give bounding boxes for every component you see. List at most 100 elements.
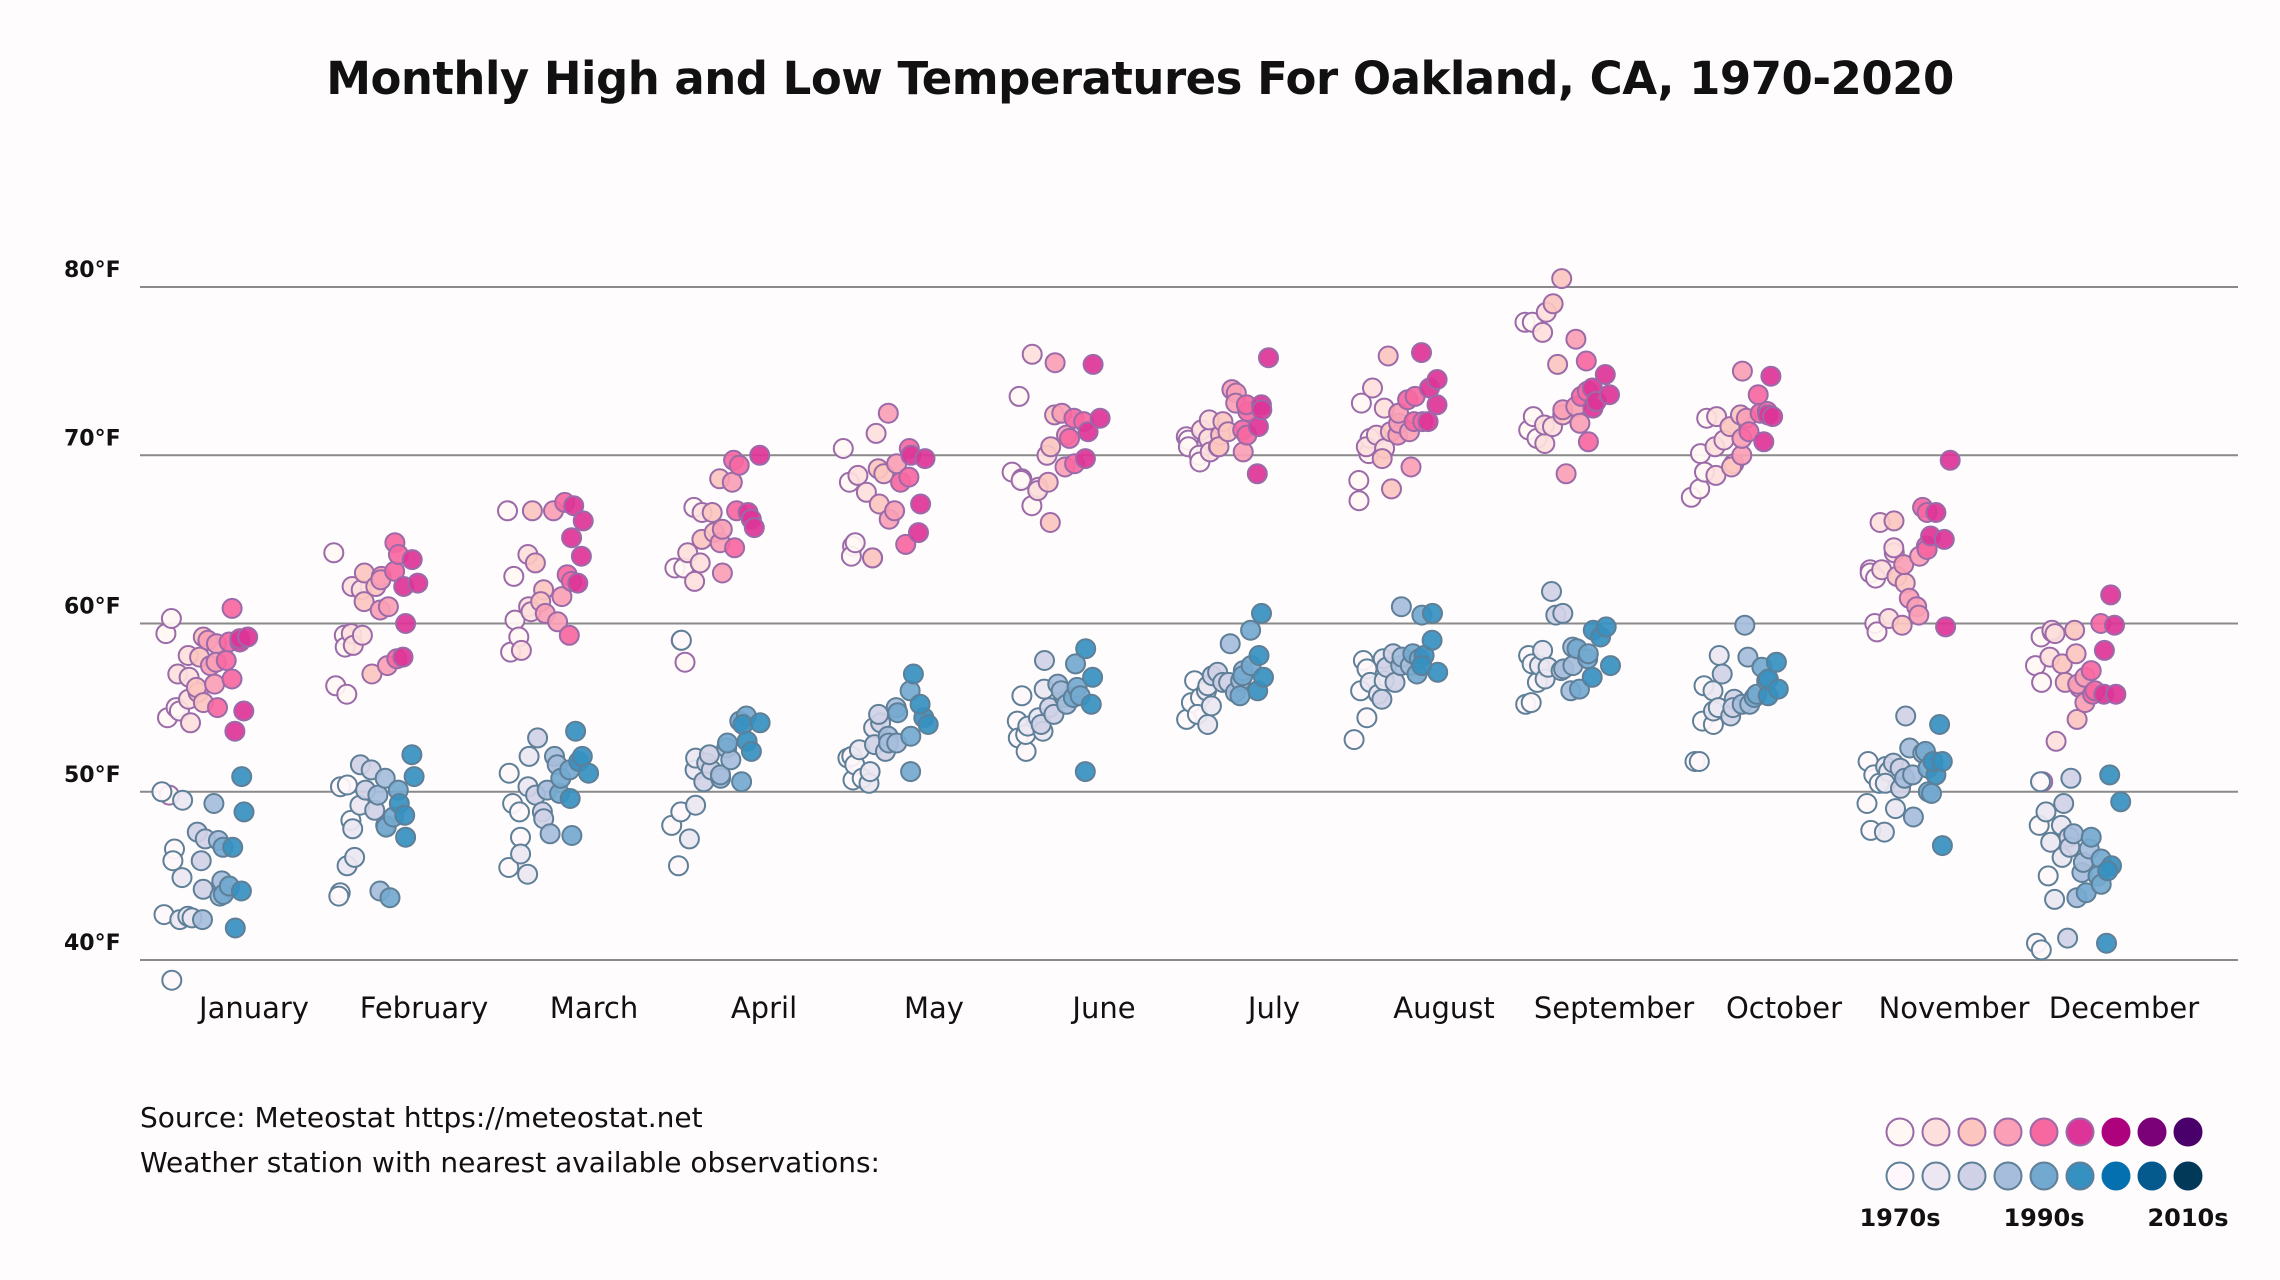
data-point [1253,666,1274,688]
data-point [717,732,738,754]
data-point [2053,793,2075,814]
data-point [1933,528,1955,550]
data-point [1921,782,1942,804]
data-point [1356,707,1378,729]
legend-swatch [2065,1161,2095,1191]
data-point [1577,643,1599,665]
data-point [1039,512,1061,533]
data-point [207,697,228,719]
data-point [1873,821,1895,843]
data-point [1547,353,1569,375]
data-point [2031,671,2053,693]
data-point [902,663,924,685]
data-point [1883,537,1905,559]
data-point [711,518,733,540]
data-point [1074,761,1096,783]
data-point [203,793,225,814]
data-point [190,850,212,872]
chart-title: Monthly High and Low Temperatures For Oa… [326,52,1954,105]
data-point [567,572,589,594]
data-point [1734,614,1756,636]
data-point [497,500,518,522]
legend-swatch [2101,1161,2131,1191]
data-point [2096,932,2117,954]
data-point [1362,377,1383,399]
x-tick-label: June [1070,991,1135,1025]
data-point [1902,806,1924,828]
source-note: Source: Meteostat https://meteostat.net [140,1101,703,1134]
data-point [1753,431,1775,453]
data-point [172,789,194,811]
data-point [1760,365,1782,387]
data-point [2064,619,2086,641]
x-tick-label: May [904,991,964,1025]
data-point [844,532,866,554]
data-point [510,843,532,865]
x-tick-label: December [2049,991,2199,1025]
data-point [2066,708,2088,730]
data-point [401,744,423,766]
data-point [1240,619,1262,641]
data-point [1082,353,1104,375]
data-point [1377,345,1399,367]
data-point [1021,343,1043,365]
data-point [1426,369,1448,390]
data-point [1866,621,1888,643]
data-point [1077,421,1099,443]
data-point [847,464,869,486]
data-point [1939,449,1961,471]
data-point [2035,801,2057,823]
data-point [1422,602,1443,624]
y-axis-ticks: 80°F 70°F 60°F 50°F 40°F [64,258,121,956]
data-point [900,725,922,747]
data-point [1075,638,1097,660]
data-point [572,510,594,532]
data-point [1208,436,1230,458]
data-point [1929,714,1951,735]
data-point [510,639,532,661]
data-point [1343,729,1365,751]
legend-swatch [2065,1117,2095,1147]
x-tick-label: January [197,991,309,1025]
data-point [900,761,922,783]
data-point [1891,614,1913,636]
legend-label: 1970s [1859,1204,1940,1232]
data-point [1737,646,1759,668]
data-point [1931,835,1953,857]
data-point [1074,448,1096,470]
data-point [2060,767,2082,789]
data-point [884,500,906,522]
data-point [2044,623,2066,645]
data-point [559,788,581,809]
data-point [1371,688,1393,710]
y-tick-label: 50°F [64,763,121,788]
data-point [1765,651,1787,673]
legend-swatch [1885,1161,1915,1191]
data-point [1532,321,1554,343]
data-point [1348,490,1370,512]
data-point [161,969,183,991]
data-point [724,537,746,559]
data-point [180,712,201,734]
data-point [224,720,246,742]
data-point [2105,683,2127,705]
data-point [1767,678,1789,700]
data-point [1931,751,1953,772]
legend-swatch [1993,1161,2023,1191]
data-point [1520,692,1542,714]
data-point [401,549,423,571]
data-point [1555,463,1577,485]
legend-label: 2010s [2147,1204,2228,1232]
data-point [394,804,416,826]
data-point [565,720,587,742]
data-point [336,774,358,796]
data-point [1577,431,1599,453]
data-point [749,712,771,734]
data-point [1411,342,1432,364]
series-low [151,581,2132,991]
data-point [222,836,244,858]
data-point [740,740,762,762]
data-point [2080,826,2102,848]
data-point [668,855,689,877]
